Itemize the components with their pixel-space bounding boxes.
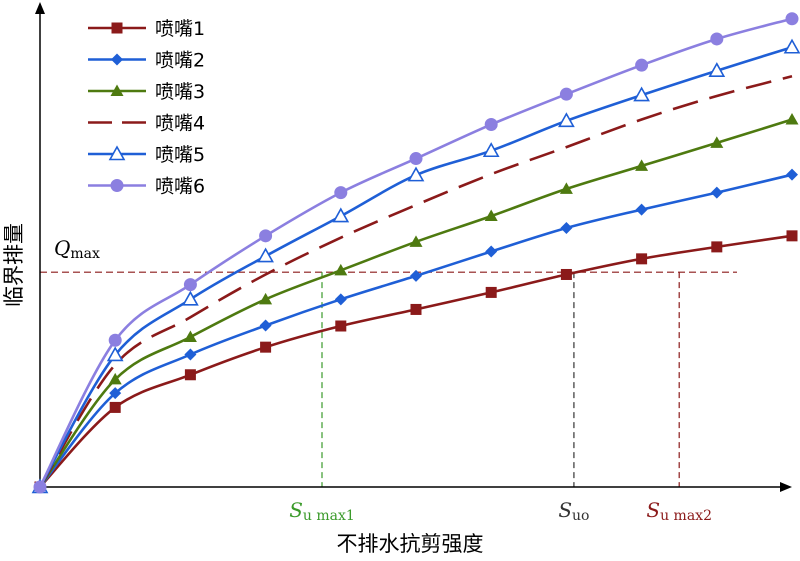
series-3-point-9 [710,136,724,148]
legend-item-6: 喷嘴6 [88,176,205,198]
series-6-point-5 [409,152,423,166]
series-2-point-5 [410,269,422,282]
legend-item-4: 喷嘴4 [88,113,205,135]
series-2 [34,168,798,493]
series-5-point-2 [182,290,199,306]
legend-label: 喷嘴4 [155,113,205,135]
legend-label: 喷嘴3 [155,81,205,103]
series-3-point-1 [108,372,122,385]
series-5-point-4 [332,207,350,223]
series-2-point-2 [184,348,197,361]
series [31,12,800,494]
series-2-point-9 [710,186,723,199]
series-line-6 [38,17,793,488]
series-5-point-8 [633,86,650,102]
legend-marker [110,179,124,192]
legend-marker [111,53,123,66]
series-1-point-9 [711,241,723,253]
series-1-point-5 [410,303,422,315]
series-1-point-4 [335,320,347,332]
series-6-point-2 [183,278,197,292]
series-3-point-8 [635,159,649,171]
series-3-point-4 [334,263,348,276]
series-3-point-6 [484,209,498,222]
x-axis-arrow [780,482,792,492]
series-6-point-1 [108,333,122,347]
series-4 [38,74,793,488]
legend-label: 喷嘴5 [155,144,205,166]
q-max-label: Qmax [54,236,100,262]
series-3-point-10 [785,112,799,125]
series-1-point-6 [485,286,497,298]
series-2-point-1 [109,387,122,400]
series-6-point-6 [484,118,498,132]
series-2-point-6 [485,245,498,258]
legend-item-5: 喷嘴5 [88,144,205,166]
series-2-point-7 [560,222,573,235]
series-2-point-8 [635,203,648,216]
legend-item-1: 喷嘴1 [88,18,205,40]
series-2-point-10 [786,168,798,181]
series-1 [34,230,798,493]
series-5-point-5 [407,166,425,182]
series-3-point-3 [259,292,273,305]
legend-marker [108,145,126,161]
series-3-point-7 [559,182,573,194]
y-axis-arrow [35,2,45,14]
series-6 [33,12,799,494]
series-line-2 [38,173,793,488]
series-line-3 [38,118,793,488]
legend: 喷嘴1 喷嘴2 喷嘴3 喷嘴4 喷嘴5 喷嘴6 [88,18,205,198]
vertical-ref-label-3: Su max2 [646,498,712,524]
series-5-point-3 [257,247,274,263]
series-line-4 [38,74,793,488]
series-6-point-0 [33,480,47,494]
series-5-point-9 [708,62,726,77]
series-3-point-2 [183,330,197,343]
series-1-point-8 [636,253,648,265]
vertical-ref-label-2: Suo [558,498,589,524]
series-1-point-7 [560,268,572,280]
series-5-point-6 [482,142,500,158]
series-5 [31,38,800,494]
legend-marker [110,84,124,96]
x-axis-label: 不排水抗剪强度 [337,532,484,556]
legend-label: 喷嘴2 [155,50,205,72]
legend-marker [111,22,123,34]
legend-label: 喷嘴6 [155,176,205,198]
series-1-point-3 [260,341,272,353]
series-2-point-3 [259,319,272,332]
axes [35,2,792,492]
series-1-point-2 [184,369,196,381]
series-3-point-5 [409,235,423,247]
legend-item-3: 喷嘴3 [88,81,205,103]
series-5-point-7 [558,112,575,128]
series-5-point-1 [106,346,124,362]
series-1-point-10 [786,230,798,242]
series-6-point-10 [785,12,799,26]
series-2-point-4 [334,293,347,306]
series-6-point-4 [334,186,348,200]
legend-item-2: 喷嘴2 [88,50,205,72]
reference-lines: Qmax Su max1 Suo Su max2 [40,236,737,524]
legend-label: 喷嘴1 [155,18,205,40]
series-6-point-9 [710,32,724,46]
series-6-point-7 [559,87,573,101]
series-6-point-3 [259,229,273,243]
series-1-point-1 [109,401,121,413]
series-5-point-10 [783,38,800,54]
y-axis-label: 临界排量 [2,223,26,307]
series-6-point-8 [635,58,649,72]
vertical-ref-label-1: Su max1 [289,498,355,524]
series-line-5 [38,45,793,488]
